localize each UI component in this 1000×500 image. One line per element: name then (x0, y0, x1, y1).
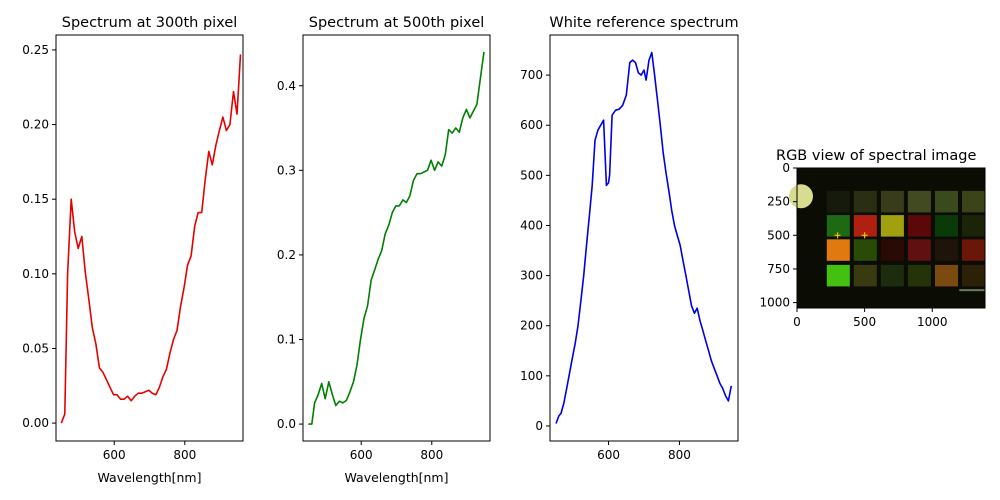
x-tick-label: 0 (793, 315, 801, 329)
color-patch (962, 215, 985, 237)
color-patch (907, 190, 931, 213)
color-patch (907, 239, 931, 261)
color-patch (907, 264, 931, 287)
y-tick-label: 250 (767, 195, 790, 209)
chart-title: Spectrum at 500th pixel (309, 15, 485, 31)
y-tick-label: 0.3 (277, 163, 296, 177)
axes-frame (55, 34, 244, 442)
y-tick-label: 0.10 (22, 267, 49, 281)
color-patch (962, 239, 985, 261)
y-tick-label: 0.1 (277, 333, 296, 347)
bright-circle-object (789, 184, 813, 209)
calibration-bar (959, 289, 985, 292)
chart-panel-300th-pixel: Spectrum at 300th pixel 600 800 0.00 0.05 0.1… (22, 15, 244, 485)
color-patch (880, 190, 904, 213)
y-tick-label: 1000 (759, 296, 790, 310)
color-patch (907, 215, 931, 237)
x-axis-label: Wavelength[nm] (97, 470, 201, 485)
chart-title: Spectrum at 300th pixel (62, 15, 238, 31)
color-patch (935, 239, 958, 261)
series-line-0 (308, 51, 485, 425)
y-tick-label: 750 (767, 262, 790, 276)
y-tick-label: 0.25 (22, 43, 49, 57)
color-patch (826, 264, 850, 287)
color-patch (935, 215, 958, 237)
color-patch (826, 239, 850, 261)
x-tick-label: 600 (350, 448, 373, 462)
series-line-0 (555, 51, 733, 424)
y-tick-label: 100 (520, 369, 543, 383)
color-patch (935, 264, 958, 287)
color-patch (853, 264, 877, 287)
chart-title: RGB view of spectral image (776, 148, 977, 164)
y-tick-label: 0.00 (22, 416, 49, 430)
y-tick-label: 300 (520, 269, 543, 283)
chart-title: White reference spectrum (549, 15, 738, 31)
y-tick-label: 0.05 (22, 341, 49, 355)
color-patch (853, 190, 877, 213)
color-patch (826, 215, 850, 237)
y-tick-label: 400 (520, 218, 543, 232)
x-tick-label: 600 (103, 448, 126, 462)
y-tick-label: 600 (520, 118, 543, 132)
y-tick-label: 0.4 (277, 79, 296, 93)
color-patch (826, 190, 850, 213)
x-tick-label: 800 (173, 448, 196, 462)
y-tick-label: 700 (520, 68, 543, 82)
y-tick-label: 200 (520, 319, 543, 333)
axes-frame (796, 167, 986, 309)
color-patch (962, 264, 985, 287)
color-patch (880, 264, 904, 287)
y-tick-label: 0.0 (277, 417, 296, 431)
color-patch (935, 190, 958, 213)
x-tick-label: 1000 (917, 315, 948, 329)
series-line-0 (60, 54, 242, 424)
x-tick-label: 800 (420, 448, 443, 462)
y-tick-label: 0 (782, 161, 790, 175)
x-tick-label: 500 (853, 315, 876, 329)
y-tick-label: 0.20 (22, 118, 49, 132)
y-tick-label: 0.15 (22, 192, 49, 206)
y-tick-label: 500 (520, 168, 543, 182)
color-patch (880, 215, 904, 237)
image-background (797, 168, 985, 308)
color-patch (962, 190, 985, 213)
chart-panel-500th-pixel: Spectrum at 500th pixel 600 800 0.0 0.1 0.2 0.… (277, 15, 491, 485)
color-patch (853, 215, 877, 237)
x-tick-label: 600 (597, 448, 620, 462)
y-tick-label: 0 (535, 419, 543, 433)
axes-frame (302, 34, 491, 442)
chart-panel-white-reference: White reference spectrum 600 800 0 100 200 300… (520, 15, 739, 462)
axes-frame (549, 34, 739, 442)
color-patch (880, 239, 904, 261)
x-tick-label: 800 (668, 448, 691, 462)
x-axis-label: Wavelength[nm] (344, 470, 448, 485)
y-tick-label: 500 (767, 228, 790, 242)
y-tick-label: 0.2 (277, 248, 296, 262)
color-patch (853, 239, 877, 261)
